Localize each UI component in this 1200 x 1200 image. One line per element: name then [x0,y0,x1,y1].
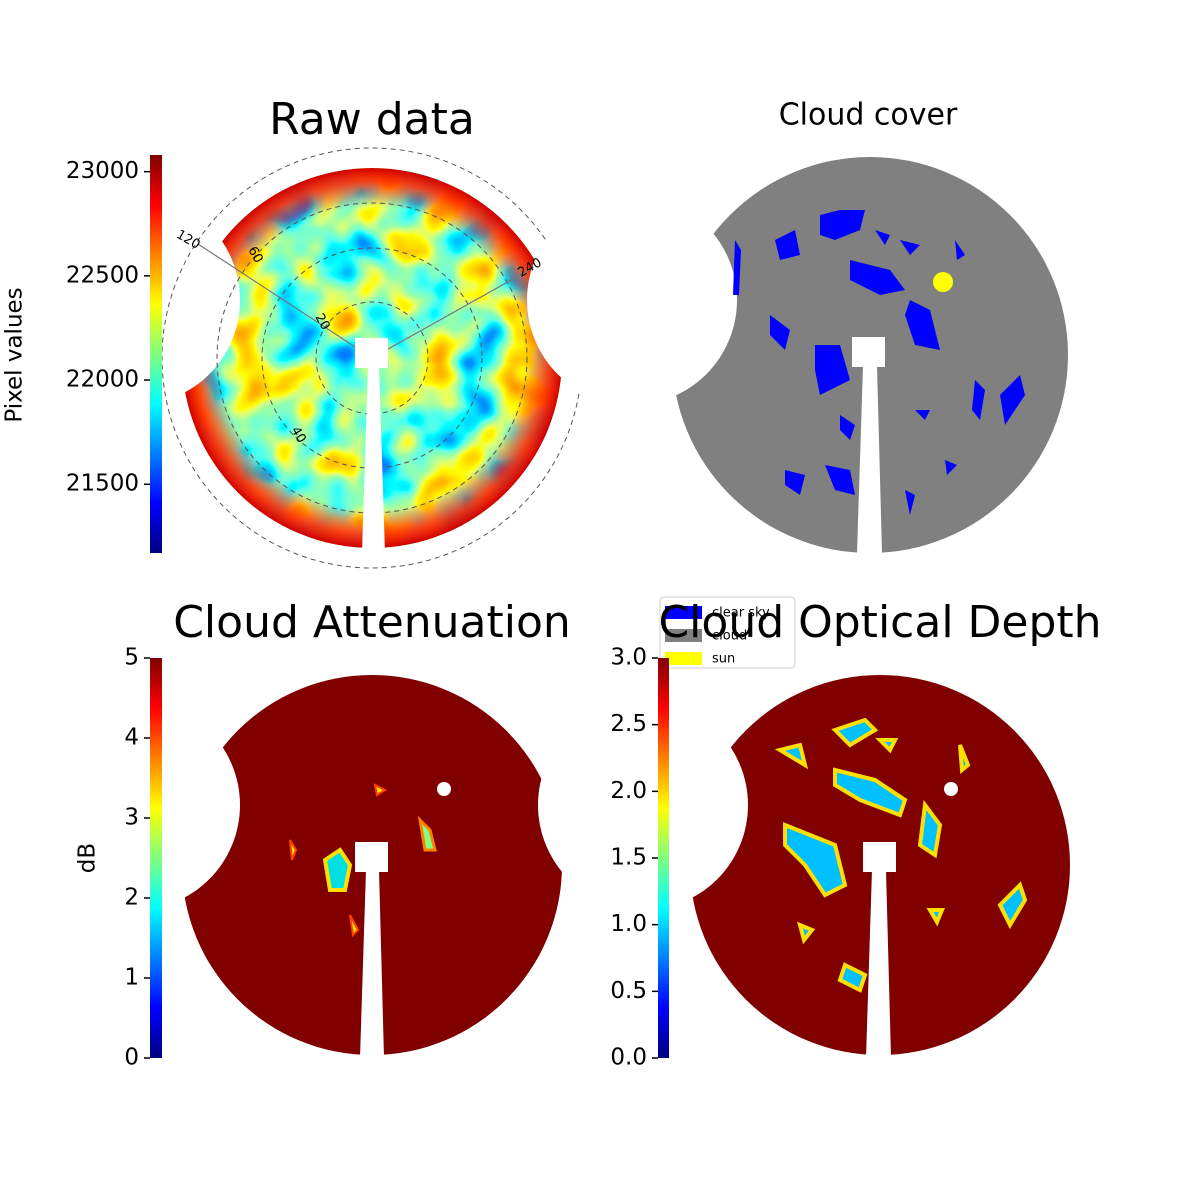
colorbar-tick-label: 0.5 [610,978,647,1004]
legend-label: clear sky [712,606,770,621]
legend-label: cloud [712,629,747,644]
colorbar-tick-label: 22000 [66,367,139,393]
colorbar-tick-label: 1.0 [610,911,647,937]
colorbar-tick-label: 2.5 [610,711,647,737]
colorbar-tick-label: 23000 [66,158,139,184]
panel-title: Raw data [269,94,475,145]
colorbar-tick-label: 2.0 [610,778,647,804]
colorbar-tick-label: 1.5 [610,845,647,871]
sky-image [30,147,583,569]
colorbar-tick-label: 4 [124,725,139,751]
colorbar-label: Pixel values [2,287,28,422]
polar-label: 40 [287,424,308,446]
colorbar-tick-label: 2 [124,885,139,911]
colorbar-tick-label: 1 [124,965,139,991]
panel-title: Cloud Optical Depth [658,597,1101,648]
legend-label: sun [712,652,735,667]
colorbar-label: dB [75,843,101,873]
colorbar-tick-label: 0 [124,1045,139,1071]
attenuation-map [30,675,562,1058]
legend-swatch [665,629,702,642]
panel-title: Cloud cover [779,98,958,133]
colorbar-tick-label: 21500 [66,471,139,497]
colorbar [150,658,162,1058]
colorbar-tick-label: 3 [124,805,139,831]
optical-depth-map [538,675,1070,1058]
legend-swatch [665,652,702,665]
colorbar [658,658,669,1058]
colorbar-tick-label: 0.0 [610,1045,647,1071]
polar-label: 20 [311,311,332,333]
colorbar [150,155,162,553]
panel-title: Cloud Attenuation [173,597,571,648]
legend-swatch [665,606,702,619]
colorbar-tick-label: 5 [124,645,139,671]
cloud-mask [527,157,1068,553]
polar-label: 60 [244,244,265,266]
colorbar-tick-label: 22500 [66,262,139,288]
colorbar-tick-label: 3.0 [610,645,647,671]
